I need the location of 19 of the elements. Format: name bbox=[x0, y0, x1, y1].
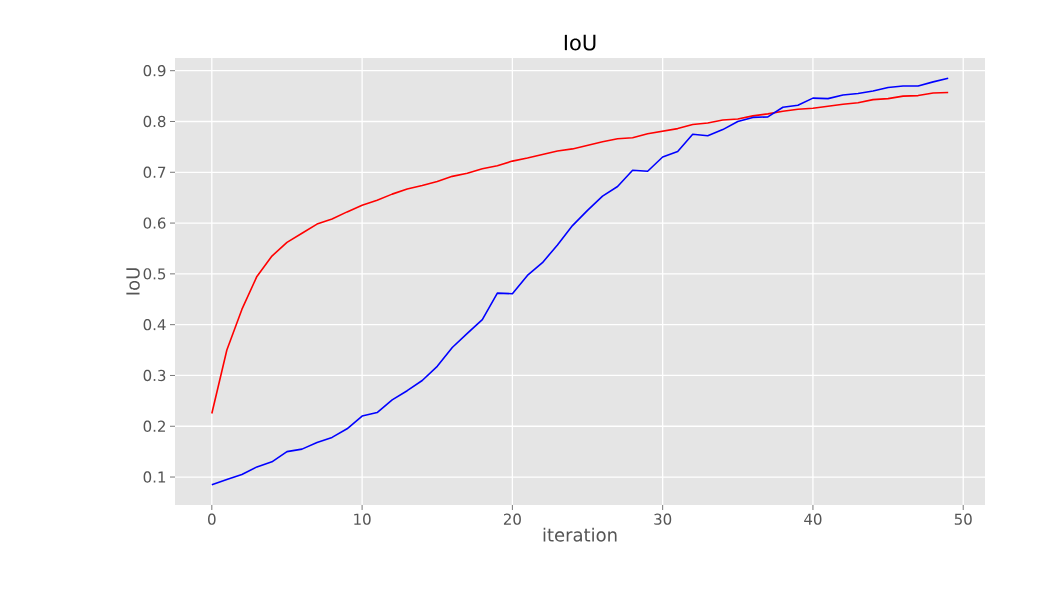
x-tick-label: 10 bbox=[354, 513, 371, 525]
y-tick-label: 0.5 bbox=[143, 268, 166, 280]
y-tick-label: 0.6 bbox=[143, 217, 166, 229]
y-axis-title: IoU bbox=[126, 268, 140, 295]
x-tick-label: 20 bbox=[503, 513, 521, 525]
chart-title: IoU bbox=[564, 34, 596, 51]
y-tick-label: 0.3 bbox=[143, 369, 166, 382]
y-tick-label: 0.2 bbox=[143, 420, 165, 432]
y-tick-label: 0.4 bbox=[143, 318, 166, 331]
y-tick-label: 0.8 bbox=[143, 115, 166, 128]
x-tick-label: 30 bbox=[654, 513, 672, 525]
y-tick-label: 0.9 bbox=[143, 65, 166, 77]
y-tick-label: 0.1 bbox=[143, 471, 166, 483]
x-tick-label: 50 bbox=[954, 513, 972, 525]
y-tick-label: 0.7 bbox=[143, 166, 166, 178]
x-axis-title: iteration bbox=[543, 527, 617, 542]
x-tick-label: 0 bbox=[208, 513, 216, 525]
line-series bbox=[211, 77, 949, 486]
x-tick-label: 40 bbox=[804, 513, 822, 525]
